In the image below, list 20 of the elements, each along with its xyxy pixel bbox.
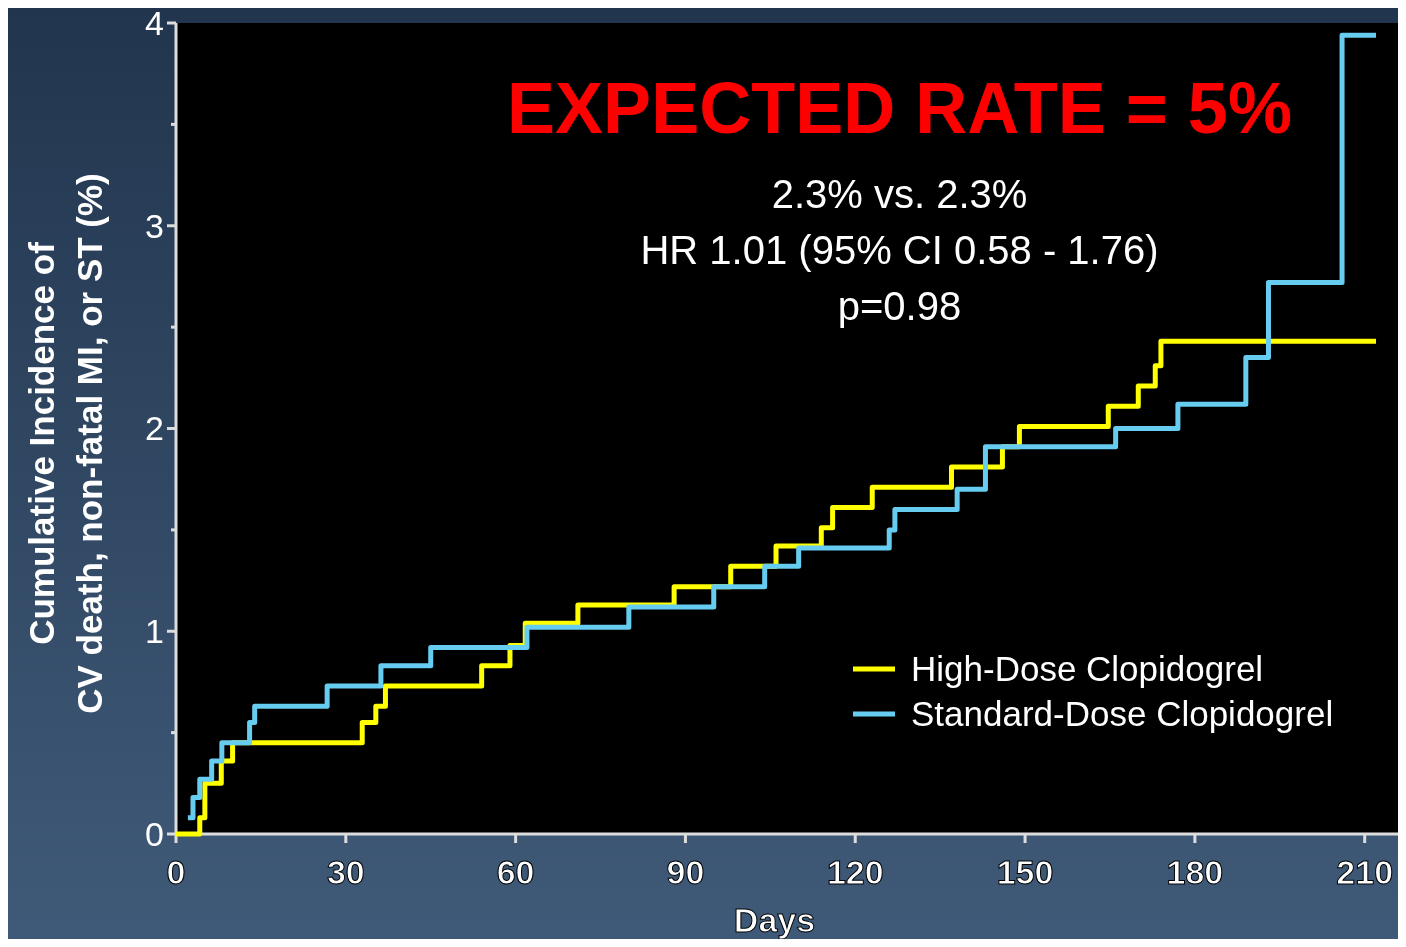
legend-label: Standard-Dose Clopidogrel [911,694,1334,734]
y-tick-label: 2 [145,409,164,448]
y-tick-label: 4 [145,3,164,42]
x-tick-label: 30 [326,853,365,891]
x-tick-label: 150 [996,853,1054,891]
x-axis-title: Days [733,901,816,939]
y-tick-label: 1 [145,612,164,651]
x-tick-label: 90 [666,853,705,891]
annotation: EXPECTED RATE = 5% [507,68,1292,148]
y-tick-label: 3 [145,206,164,245]
annotation: 2.3% vs. 2.3% [771,172,1028,216]
annotation: p=0.98 [837,284,962,328]
annotation: HR 1.01 (95% CI 0.58 - 1.76) [640,228,1159,272]
y-axis-title: Cumulative Incidence of CV death, non-fatal MI, or ST (%) [22,173,109,714]
x-tick-label: 180 [1166,853,1224,891]
x-tick-label: 210 [1336,853,1394,891]
x-tick-label: 120 [826,853,884,891]
x-tick-label: 60 [496,853,535,891]
y-tick-label: 0 [145,814,164,853]
legend-label: High-Dose Clopidogrel [911,649,1264,689]
